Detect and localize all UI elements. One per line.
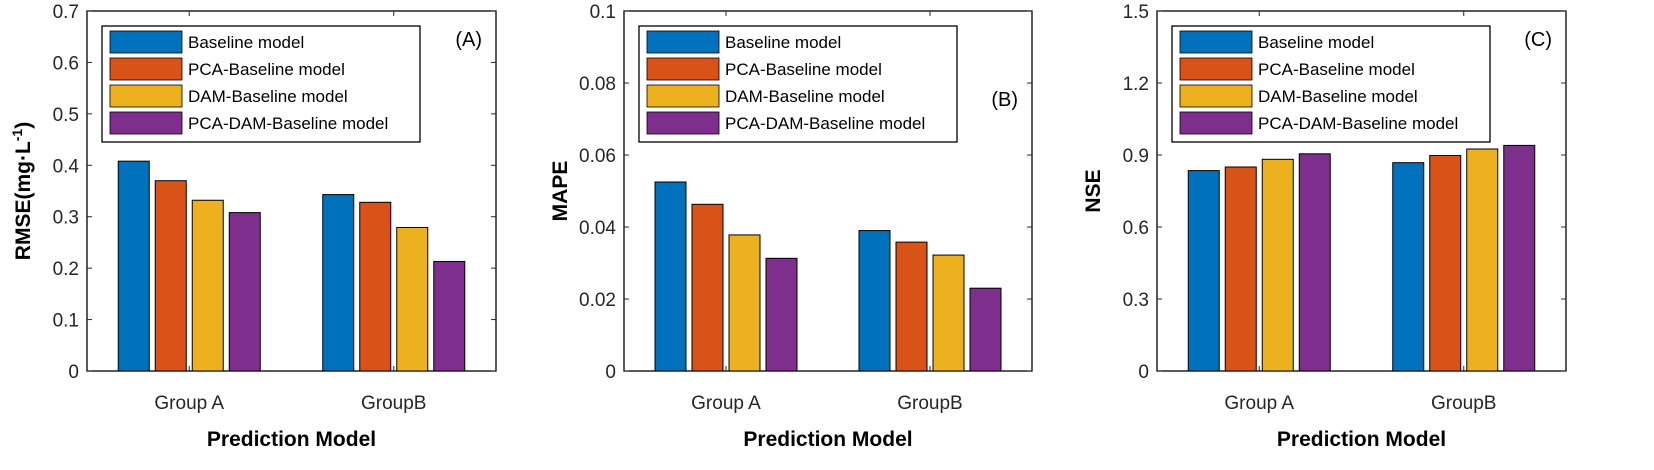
y-axis-title: NSE (1082, 169, 1105, 212)
bar-groupb-series-2 (1429, 154, 1462, 372)
y-axis-title-main: RMSE(mg·L (12, 141, 35, 260)
y-tick-label: 0.06 (579, 146, 616, 167)
x-axis-title: Prediction Model (1277, 428, 1446, 451)
legend-label: DAM-Baseline model (1258, 87, 1418, 106)
x-axis-title: Prediction Model (207, 428, 376, 451)
legend-label: PCA-Baseline model (1258, 60, 1415, 79)
bar-group-a-series-4 (228, 212, 261, 372)
x-axis-title: Prediction Model (743, 428, 912, 451)
chart-panel-2: 0 0.02 0.04 0.06 0.08 0.1 Group A GroupB Predict… (549, 2, 1033, 451)
legend-swatch (646, 30, 720, 54)
bar-group-a-series-4 (1298, 153, 1331, 372)
y-tick-label: 0 (1138, 362, 1149, 383)
legend: Baseline model PCA-Baseline model DAM-Base… (101, 25, 421, 143)
bar-group-a-series-3 (1261, 158, 1294, 372)
bar-groupb-series-3 (932, 254, 965, 372)
x-tick-label: Group A (691, 393, 761, 414)
y-tick-label: 0.1 (590, 2, 616, 23)
legend-swatch (109, 111, 183, 135)
bar-group-a-series-1 (1187, 170, 1220, 372)
bar-groupb-series-1 (322, 194, 355, 372)
bar-group-a-series-3 (191, 199, 224, 372)
y-tick-label: 0.6 (1123, 218, 1149, 239)
y-tick-label: 0.08 (579, 74, 616, 95)
y-axis-title: RMSE(mg·L-1) (9, 122, 35, 260)
y-axis-title-superscript: -1 (9, 129, 25, 142)
bar-groupb-series-4 (969, 287, 1002, 372)
x-tick-label: Group A (1224, 393, 1294, 414)
legend-label: PCA-Baseline model (188, 60, 345, 79)
legend-swatch (1179, 30, 1253, 54)
legend-label: DAM-Baseline model (188, 87, 348, 106)
panel-label: (B) (991, 89, 1018, 111)
legend-label: PCA-DAM-Baseline model (1258, 114, 1458, 133)
bar-group-a-series-2 (1224, 166, 1257, 372)
bar-groupb-series-2 (895, 241, 928, 372)
x-tick-label: GroupB (1431, 393, 1496, 414)
legend: Baseline model PCA-Baseline model DAM-Base… (638, 25, 958, 143)
x-tick-label: Group A (154, 393, 224, 414)
bar-groupb-series-3 (1466, 148, 1499, 372)
legend-label: Baseline model (188, 33, 304, 52)
legend-label: DAM-Baseline model (725, 87, 885, 106)
legend-label: PCA-DAM-Baseline model (188, 114, 388, 133)
bar-group-a-series-2 (691, 203, 724, 372)
bar-groupb-series-1 (1392, 162, 1425, 372)
legend-swatch (109, 57, 183, 81)
y-tick-label: 0.3 (53, 208, 79, 229)
legend-swatch (109, 30, 183, 54)
y-axis-title-main: NSE (1082, 169, 1105, 212)
y-tick-label: 0 (605, 362, 616, 383)
y-tick-label: 0.5 (53, 105, 79, 126)
legend-swatch (646, 111, 720, 135)
y-tick-label: 0.1 (53, 311, 79, 332)
y-tick-label: 0.4 (53, 156, 80, 177)
x-tick-label: GroupB (897, 393, 962, 414)
y-axis-title-end: ) (12, 122, 35, 129)
x-tick-label: GroupB (361, 393, 426, 414)
bar-group-a-series-1 (654, 181, 687, 372)
legend-label: Baseline model (1258, 33, 1374, 52)
bar-group-a-series-2 (154, 180, 187, 372)
legend-swatch (109, 84, 183, 108)
legend-swatch (646, 84, 720, 108)
bar-groupb-series-2 (359, 201, 392, 372)
panel-label: (A) (455, 29, 482, 51)
chart-panel-1: 0 0.1 0.2 0.3 0.4 0.5 0.6 0.7 Group A GroupB Predi… (9, 2, 497, 451)
chart-panel-3: 0 0.3 0.6 0.9 1.2 1.5 Group A GroupB Prediction … (1082, 2, 1567, 451)
y-tick-label: 0.02 (579, 290, 616, 311)
y-tick-label: 0.7 (53, 2, 79, 23)
bar-group-a-series-4 (765, 257, 798, 372)
bar-groupb-series-4 (433, 260, 466, 372)
bar-groupb-series-1 (858, 230, 891, 372)
y-tick-label: 0.6 (53, 53, 79, 74)
y-tick-label: 0.3 (1123, 290, 1149, 311)
y-tick-label: 0.2 (53, 259, 79, 280)
y-tick-label: 0 (68, 362, 79, 383)
y-tick-label: 1.5 (1123, 2, 1149, 23)
y-tick-label: 0.04 (579, 218, 616, 239)
bar-group-a-series-3 (728, 234, 761, 372)
legend-swatch (1179, 84, 1253, 108)
legend-label: PCA-DAM-Baseline model (725, 114, 925, 133)
legend: Baseline model PCA-Baseline model DAM-Base… (1171, 25, 1491, 143)
y-axis-title-main: MAPE (549, 161, 572, 222)
legend-swatch (646, 57, 720, 81)
legend-swatch (1179, 57, 1253, 81)
bar-groupb-series-3 (396, 227, 429, 372)
y-tick-label: 1.2 (1123, 74, 1149, 95)
panel-label: (C) (1524, 29, 1552, 51)
bar-groupb-series-4 (1503, 144, 1536, 372)
y-axis-title: MAPE (549, 161, 572, 222)
y-tick-label: 0.9 (1123, 146, 1149, 167)
bar-group-a-series-1 (117, 160, 150, 372)
legend-swatch (1179, 111, 1253, 135)
legend-label: Baseline model (725, 33, 841, 52)
legend-label: PCA-Baseline model (725, 60, 882, 79)
